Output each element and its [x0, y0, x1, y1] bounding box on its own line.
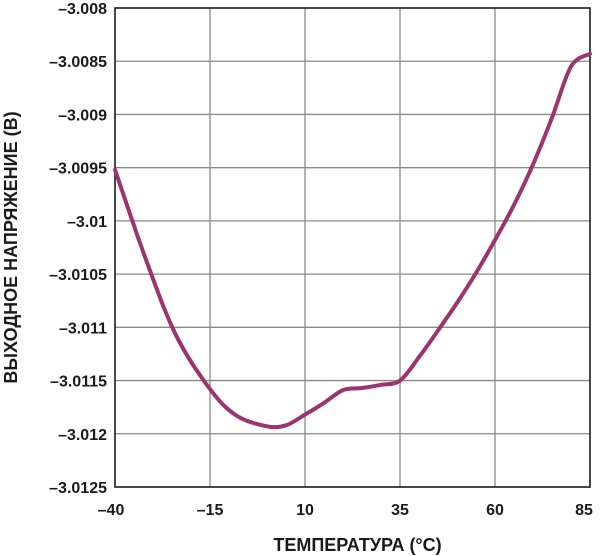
y-tick-label: –3.011 — [59, 320, 107, 337]
x-tick-label: 60 — [486, 502, 504, 519]
y-axis-title: ВЫХОДНОЕ НАПРЯЖЕНИЕ (В) — [1, 111, 21, 383]
x-tick-label: 85 — [575, 502, 593, 519]
y-tick-label: –3.0095 — [49, 161, 107, 178]
x-tick-label: –40 — [98, 502, 125, 519]
grid-lines — [115, 8, 590, 487]
y-tick-label: –3.01 — [67, 214, 107, 231]
y-tick-label: –3.0125 — [49, 480, 107, 497]
plot-area-frame — [114, 7, 591, 488]
y-axis-tick-labels: –3.008 –3.0085 –3.009 –3.0095 –3.01 –3.0105 –3… — [49, 1, 107, 497]
y-tick-label: –3.009 — [58, 107, 107, 124]
x-axis-title: ТЕМПЕРАТУРА (°C) — [273, 535, 441, 555]
x-axis-tick-labels: –40 –15 10 35 60 85 — [98, 502, 593, 519]
y-tick-label: –3.012 — [58, 427, 107, 444]
series-line — [113, 51, 592, 430]
y-tick-label: –3.0085 — [49, 54, 107, 71]
x-tick-label: 10 — [296, 502, 314, 519]
x-tick-label: 35 — [391, 502, 409, 519]
y-tick-label: –3.0105 — [49, 267, 107, 284]
y-tick-label: –3.008 — [58, 1, 107, 18]
x-tick-label: –15 — [197, 502, 224, 519]
y-tick-label: –3.0115 — [50, 374, 107, 391]
